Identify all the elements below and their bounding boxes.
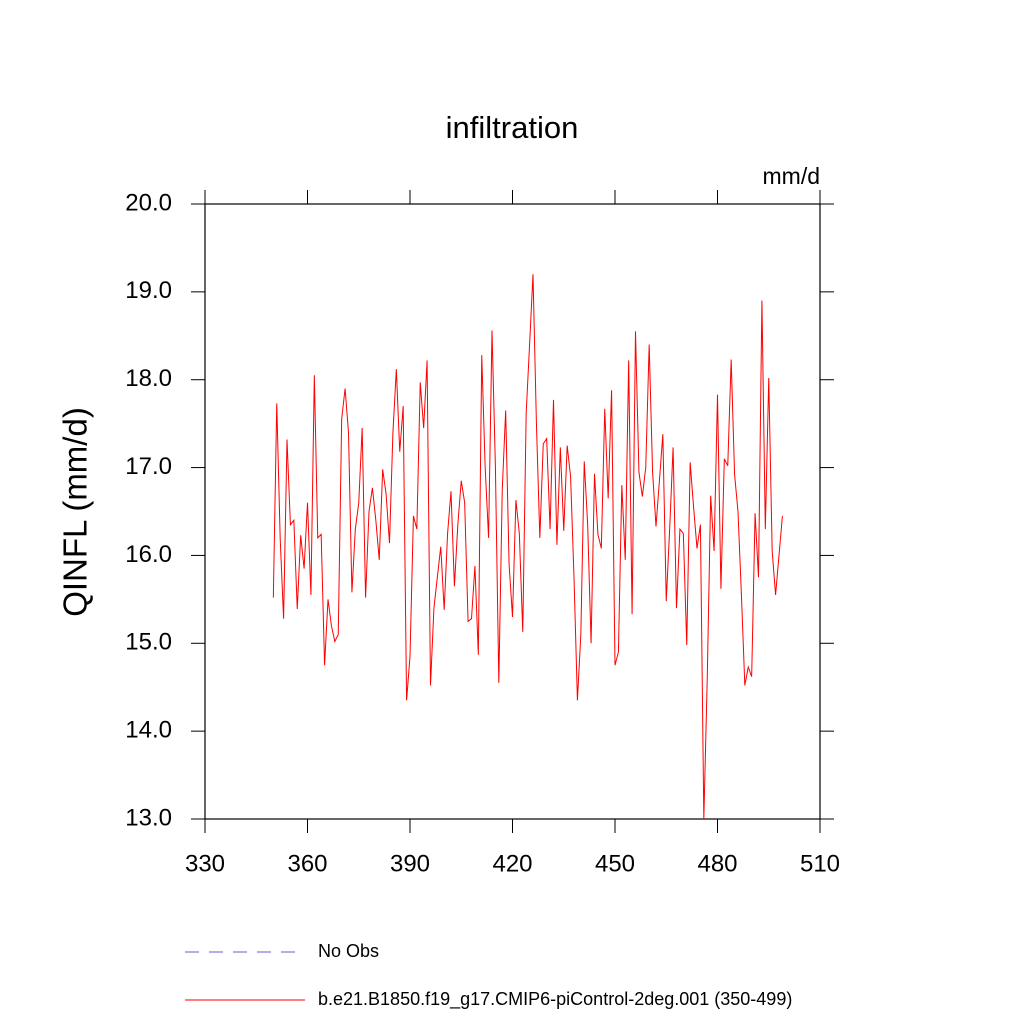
y-tick-label: 20.0 xyxy=(125,189,172,216)
data-line xyxy=(272,274,783,820)
y-tick-label: 19.0 xyxy=(125,277,172,304)
y-tick-label: 16.0 xyxy=(125,541,172,568)
x-tick-label: 390 xyxy=(390,850,430,877)
plot-frame xyxy=(204,203,821,820)
y-tick-label: 15.0 xyxy=(125,629,172,656)
y-tick-label: 13.0 xyxy=(125,804,172,831)
x-tick-label: 510 xyxy=(800,850,840,877)
y-tick-label: 18.0 xyxy=(125,365,172,392)
x-tick-label: 330 xyxy=(185,850,225,877)
x-tick-label: 420 xyxy=(492,850,532,877)
x-tick-label: 450 xyxy=(595,850,635,877)
x-tick-label: 360 xyxy=(287,850,327,877)
legend-label: No Obs xyxy=(318,941,379,961)
chart-title: infiltration xyxy=(446,110,579,145)
y-tick-label: 17.0 xyxy=(125,453,172,480)
x-tick-label: 480 xyxy=(697,850,737,877)
y-axis-label: QINFL (mm/d) xyxy=(57,407,94,617)
legend-label: b.e21.B1850.f19_g17.CMIP6-piControl-2deg… xyxy=(318,989,792,1010)
y-tick-label: 14.0 xyxy=(125,716,172,743)
units-label: mm/d xyxy=(763,163,821,189)
